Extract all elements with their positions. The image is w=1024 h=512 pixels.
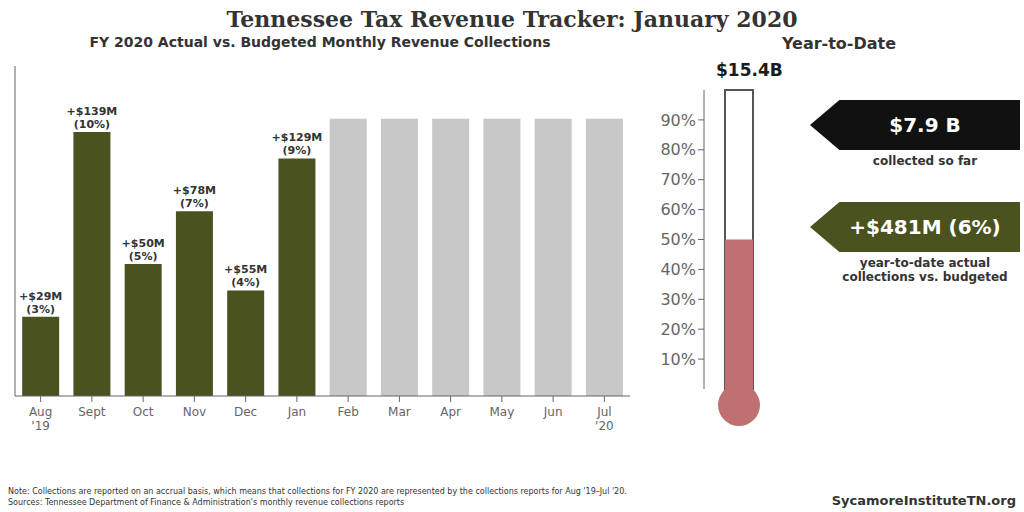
svg-text:Feb: Feb xyxy=(338,405,359,419)
svg-text:May: May xyxy=(489,405,514,419)
svg-text:80%: 80% xyxy=(660,140,696,159)
svg-text:90%: 90% xyxy=(660,111,696,130)
svg-text:60%: 60% xyxy=(660,200,696,219)
html-text:$15.4B: $15.4B xyxy=(716,60,783,80)
html-text:Year-to-Date: Year-to-Date xyxy=(781,34,897,53)
svg-text:Dec: Dec xyxy=(234,405,257,419)
svg-text:Aug'19: Aug'19 xyxy=(29,405,52,433)
svg-text:Jan: Jan xyxy=(287,405,307,419)
svg-text:Oct: Oct xyxy=(133,405,154,419)
svg-text:Jun: Jun xyxy=(543,405,563,419)
svg-text:+$78M(7%): +$78M(7%) xyxy=(173,184,216,210)
svg-text:30%: 30% xyxy=(660,290,696,309)
html-text:Note: Collections are reported: Note: Collections are reported on an acc… xyxy=(8,487,627,507)
svg-text:+$129M(9%): +$129M(9%) xyxy=(272,131,323,157)
svg-text:Jul'20: Jul'20 xyxy=(595,405,614,433)
svg-text:Mar: Mar xyxy=(388,405,411,419)
svg-text:50%: 50% xyxy=(660,230,696,249)
svg-text:+$55M(4%): +$55M(4%) xyxy=(224,263,267,289)
svg-text:Nov: Nov xyxy=(183,405,206,419)
svg-text:+$139M(10%): +$139M(10%) xyxy=(67,105,118,131)
html-text:+$481M (6%): +$481M (6%) xyxy=(849,215,1001,239)
html-text:Tennessee Tax Revenue Tracker:: Tennessee Tax Revenue Tracker: January 2… xyxy=(226,6,798,32)
html-text:$7.9 B: $7.9 B xyxy=(889,113,961,137)
svg-text:20%: 20% xyxy=(660,320,696,339)
html-text:collected so far: collected so far xyxy=(872,154,978,168)
html-text:year-to-date actual collection: year-to-date actual collections vs. budg… xyxy=(842,256,1008,284)
svg-text:10%: 10% xyxy=(660,350,696,369)
html-text:SycamoreInstituteTN.org: SycamoreInstituteTN.org xyxy=(831,493,1016,508)
svg-text:Apr: Apr xyxy=(440,405,461,419)
svg-text:+$50M(5%): +$50M(5%) xyxy=(122,237,165,263)
svg-text:70%: 70% xyxy=(660,170,696,189)
svg-text:40%: 40% xyxy=(660,260,696,279)
svg-text:+$29M(3%): +$29M(3%) xyxy=(19,290,62,316)
svg-text:Sept: Sept xyxy=(78,405,106,419)
html-text:FY 2020 Actual vs. Budgeted Mo: FY 2020 Actual vs. Budgeted Monthly Reve… xyxy=(89,34,551,50)
